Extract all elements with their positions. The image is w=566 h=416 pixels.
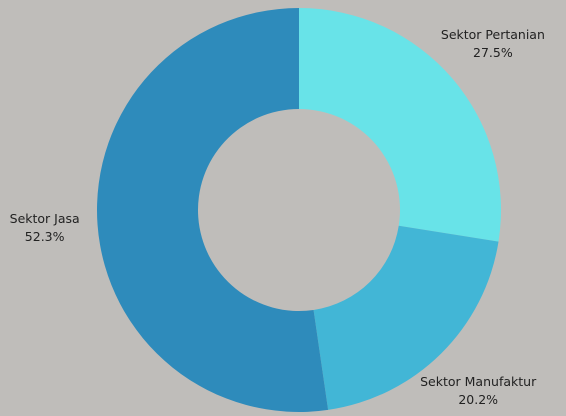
slice-value-label: 20.2% — [458, 392, 498, 407]
slice-label: Sektor Manufaktur — [420, 374, 537, 389]
slice-label: Sektor Pertanian — [441, 27, 545, 42]
slice-value-label: 52.3% — [25, 229, 65, 244]
slice-value-label: 27.5% — [473, 45, 513, 60]
slice — [313, 225, 499, 410]
slice — [299, 8, 501, 242]
slice — [97, 8, 329, 412]
slice-label: Sektor Jasa — [10, 211, 80, 226]
